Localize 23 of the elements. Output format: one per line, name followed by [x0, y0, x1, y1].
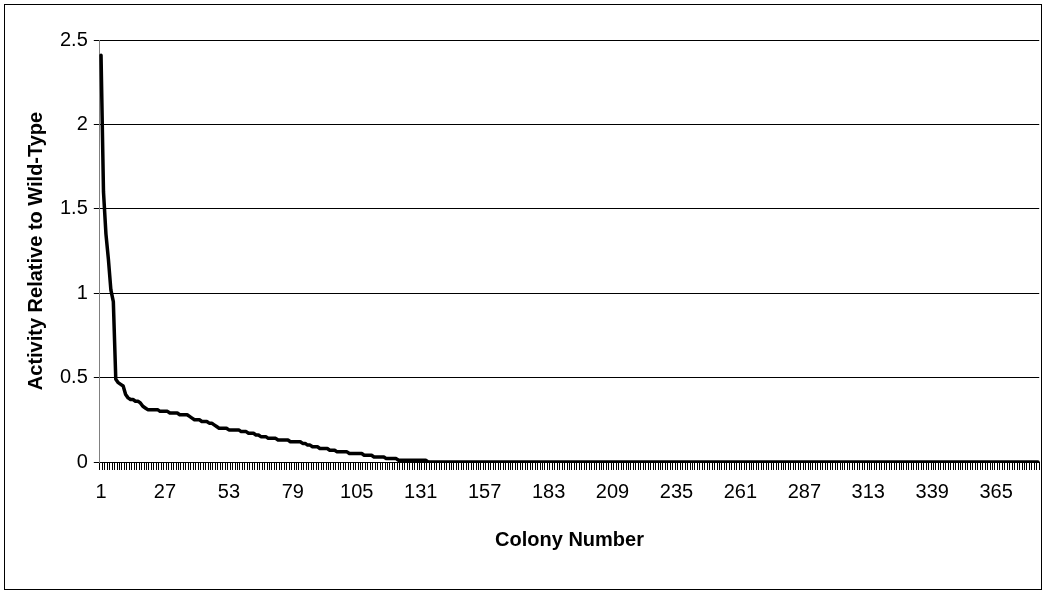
x-tick-label: 235	[659, 479, 694, 502]
x-axis-title: Colony Number	[495, 527, 645, 550]
x-tick-label: 209	[595, 479, 630, 502]
y-tick-label: 2	[76, 111, 88, 134]
y-tick-label: 0	[76, 449, 88, 472]
x-tick-label: 79	[281, 479, 304, 502]
y-tick-label: 0.5	[59, 365, 88, 388]
x-tick-label: 1	[95, 479, 107, 502]
y-tick-label: 1.5	[59, 196, 88, 219]
x-tick-label: 261	[723, 479, 758, 502]
y-tick-label: 1	[76, 280, 88, 303]
x-tick-label: 365	[979, 479, 1013, 502]
y-axis-title: Activity Relative to Wild-Type	[23, 111, 46, 391]
x-tick-label: 131	[404, 479, 438, 502]
x-tick-label: 157	[467, 479, 502, 502]
x-tick-label: 27	[153, 479, 177, 502]
x-tick-label: 183	[531, 479, 566, 502]
x-tick-label: 53	[217, 479, 241, 502]
x-tick-label: 339	[915, 479, 949, 502]
x-tick-label: 287	[787, 479, 822, 502]
x-tick-label: 313	[851, 479, 885, 502]
x-tick-label: 105	[340, 479, 374, 502]
y-tick-label: 2.5	[59, 27, 88, 50]
